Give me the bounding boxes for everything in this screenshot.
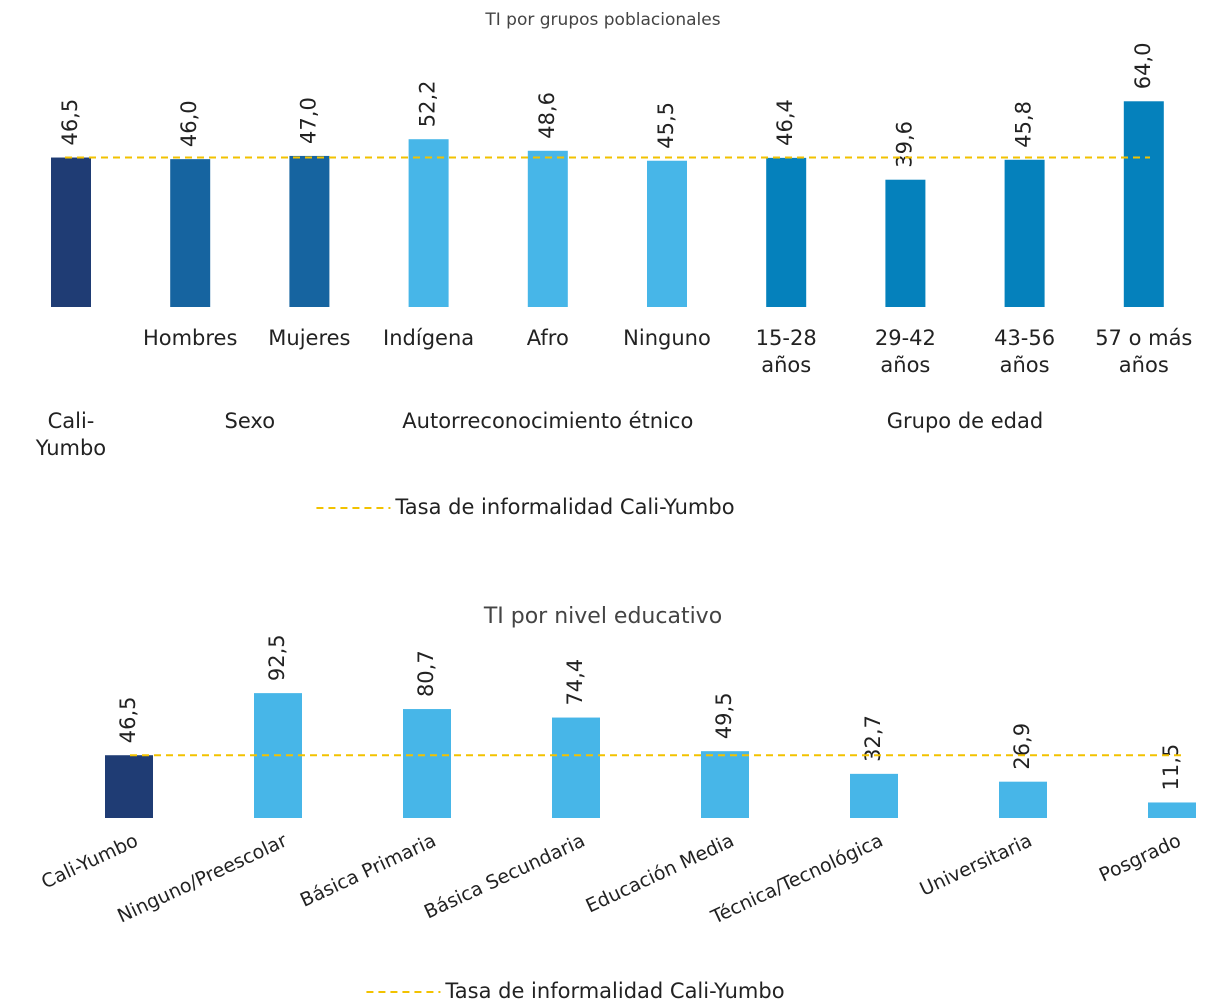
bar xyxy=(647,160,687,307)
value-label: 11,5 xyxy=(1159,744,1183,791)
legend-label: Tasa de informalidad Cali-Yumbo xyxy=(444,979,784,1003)
group-label: Autorreconocimiento étnico xyxy=(402,409,694,433)
bar xyxy=(1123,101,1164,308)
x-tick-label: Educación Media xyxy=(582,830,737,918)
value-label: 45,8 xyxy=(1012,101,1036,148)
x-tick-label: Indígena xyxy=(383,326,475,350)
bar xyxy=(885,179,926,307)
bar xyxy=(850,773,898,818)
group-label: Grupo de edad xyxy=(886,409,1044,433)
value-label: 46,4 xyxy=(773,99,797,146)
x-tick-label: 43-56 años xyxy=(994,326,1056,377)
bar xyxy=(408,139,449,307)
value-label: 45,5 xyxy=(654,102,678,149)
bar xyxy=(552,717,600,818)
bar xyxy=(403,709,451,818)
group-label: Sexo xyxy=(224,409,276,433)
x-tick-label: Ninguno/Preescolar xyxy=(114,830,291,928)
value-label: 39,6 xyxy=(892,121,916,168)
bar xyxy=(51,157,91,307)
bar xyxy=(1004,159,1045,307)
x-tick-label: Básica Secundaria xyxy=(421,830,589,924)
x-tick-label: 15-28 años xyxy=(755,326,817,377)
x-tick-label: 29-42 años xyxy=(874,326,936,377)
value-label: 48,6 xyxy=(535,92,559,139)
value-label: 46,0 xyxy=(177,100,201,147)
x-tick-label: Posgrado xyxy=(1096,830,1185,887)
x-tick-label: Ninguno xyxy=(623,326,711,350)
bar xyxy=(1148,802,1196,818)
legend-label: Tasa de informalidad Cali-Yumbo xyxy=(394,495,734,519)
x-tick-label: Básica Primaria xyxy=(297,830,440,912)
x-tick-label: Cali-Yumbo xyxy=(38,830,141,894)
value-label: 52,2 xyxy=(416,80,440,127)
bar xyxy=(999,781,1047,818)
x-tick-label: Hombres xyxy=(142,326,238,350)
value-label: 64,0 xyxy=(1131,43,1155,90)
value-label: 49,5 xyxy=(712,692,736,739)
value-label: 74,4 xyxy=(563,659,587,706)
chart-title: TI por grupos poblacionales xyxy=(484,10,720,30)
value-label: 80,7 xyxy=(414,650,438,697)
bar xyxy=(105,755,153,818)
value-label: 92,5 xyxy=(265,634,289,681)
value-label: 46,5 xyxy=(116,696,140,743)
bar xyxy=(289,155,330,307)
x-tick-label: Mujeres xyxy=(268,326,351,350)
group-label: Cali-Yumbo xyxy=(35,409,107,460)
value-label: 47,0 xyxy=(296,97,320,144)
chart-title: TI por nivel educativo xyxy=(483,604,722,629)
x-tick-label: Universitaria xyxy=(916,830,1035,901)
bar xyxy=(701,751,749,818)
bar xyxy=(766,157,807,307)
bar xyxy=(527,150,568,307)
value-label: 32,7 xyxy=(861,715,885,762)
x-tick-label: 57 o más años xyxy=(1095,326,1193,377)
value-label: 46,5 xyxy=(58,99,82,146)
bar xyxy=(170,159,211,307)
x-tick-label: Afro xyxy=(526,326,569,350)
value-label: 26,9 xyxy=(1010,723,1034,770)
